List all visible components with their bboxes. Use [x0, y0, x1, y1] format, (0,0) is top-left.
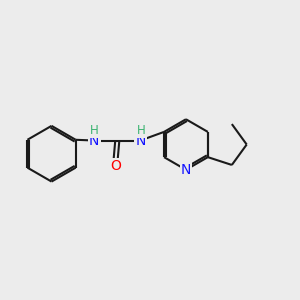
Text: O: O	[110, 159, 121, 173]
Text: N: N	[135, 134, 146, 148]
Text: N: N	[181, 163, 191, 177]
Text: N: N	[89, 134, 99, 148]
Text: H: H	[137, 124, 146, 137]
Text: H: H	[90, 124, 99, 137]
